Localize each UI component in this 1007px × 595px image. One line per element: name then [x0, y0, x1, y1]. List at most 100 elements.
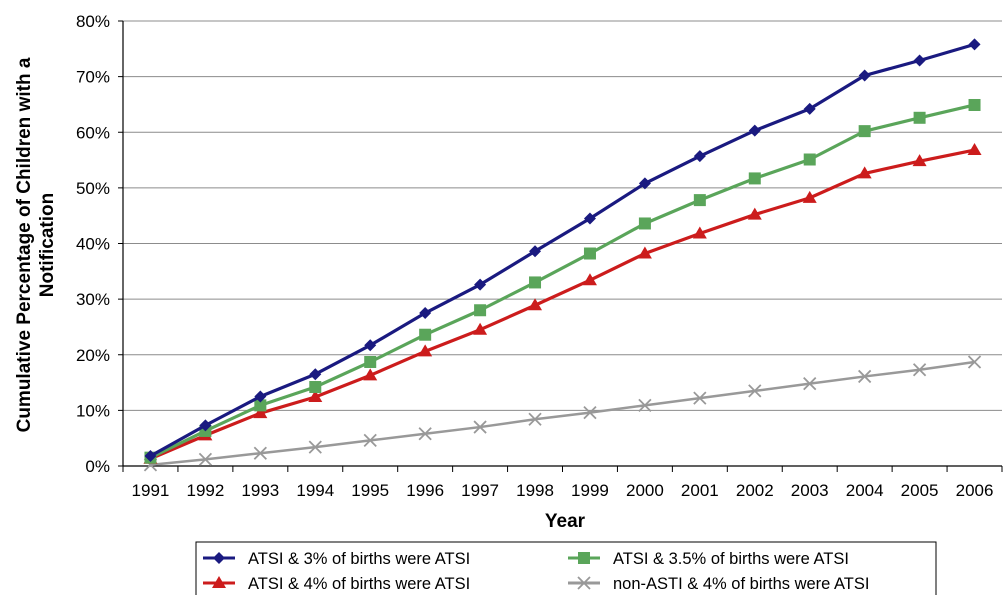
data-point — [254, 399, 267, 412]
data-point — [528, 298, 543, 311]
legend: ATSI & 3% of births were ATSI ATSI & 3.5%… — [195, 541, 937, 595]
data-point — [529, 276, 542, 289]
y-tick-label: 0% — [85, 457, 110, 476]
y-axis-title-line-1: Cumulative Percentage of Children with a — [14, 57, 35, 432]
data-point — [748, 124, 761, 137]
y-tick-labels: 0% 10% 20% 30% 40% 50% 60% 70% 80% — [76, 12, 110, 476]
data-point — [473, 322, 488, 335]
y-tick-label: 40% — [76, 235, 110, 254]
data-point — [747, 207, 762, 220]
data-point — [583, 405, 597, 420]
data-point — [693, 150, 706, 163]
y-axis-title-line-2: Notification — [37, 193, 58, 298]
data-point — [912, 154, 927, 167]
data-point — [419, 328, 432, 341]
x-tick-label: 2001 — [681, 481, 719, 500]
data-point — [803, 153, 816, 166]
legend-label: ATSI & 4% of births were ATSI — [248, 575, 470, 593]
series-line — [150, 360, 975, 467]
data-point — [419, 307, 432, 320]
x-tick-label: 1999 — [571, 481, 609, 500]
data-point — [748, 384, 762, 398]
data-point — [418, 427, 432, 441]
y-tick-label: 10% — [76, 401, 110, 420]
data-point — [474, 304, 487, 317]
data-point — [253, 446, 267, 460]
y-tick-label: 30% — [76, 290, 110, 309]
data-point — [803, 377, 817, 391]
data-point — [528, 412, 542, 426]
data-point — [364, 339, 377, 352]
data-point — [692, 226, 707, 239]
data-point — [363, 433, 377, 448]
data-point — [364, 355, 377, 368]
series-2 — [144, 98, 981, 464]
y-tick-label: 50% — [76, 179, 110, 198]
data-point — [638, 217, 651, 230]
data-point — [913, 111, 926, 124]
data-point — [802, 190, 817, 203]
x-tick-label: 2002 — [736, 481, 774, 500]
series-1 — [144, 38, 981, 462]
y-axis-title: Cumulative Percentage of Children with a… — [14, 57, 58, 432]
x-tick-label: 2004 — [846, 481, 884, 500]
data-point — [363, 368, 378, 381]
data-point — [583, 247, 596, 260]
data-point — [198, 452, 213, 466]
series-line — [149, 42, 975, 458]
series-layer — [143, 38, 982, 472]
data-point — [473, 420, 487, 434]
legend-label: ATSI & 3% of births were ATSI — [248, 550, 470, 568]
data-point — [803, 102, 816, 115]
data-point — [858, 69, 871, 82]
y-tick-label: 20% — [76, 346, 110, 365]
legend-item: ATSI & 4% of births were ATSI — [203, 575, 470, 593]
data-point — [967, 143, 982, 156]
y-tick-label: 80% — [76, 12, 110, 31]
data-point — [968, 38, 981, 51]
legend-item: non-ASTI & 4% of births were ATSI — [568, 575, 869, 593]
data-point — [858, 369, 872, 384]
data-point — [638, 177, 651, 190]
series-4 — [143, 355, 982, 472]
series-line — [149, 148, 975, 461]
axes — [118, 20, 1003, 472]
data-point — [638, 398, 652, 413]
data-point — [254, 390, 267, 403]
data-point — [693, 194, 706, 207]
x-tick-label: 2000 — [626, 481, 664, 500]
x-tick-label: 1998 — [516, 481, 554, 500]
x-tick-label: 1992 — [186, 481, 224, 500]
data-point — [308, 390, 323, 403]
x-tick-label: 1994 — [296, 481, 334, 500]
data-point — [968, 98, 981, 111]
legend-label: ATSI & 3.5% of births were ATSI — [613, 550, 849, 568]
x-tick-label: 2006 — [956, 481, 994, 500]
grid-lines — [123, 20, 1002, 411]
x-tick-label: 1997 — [461, 481, 499, 500]
x-tick-label: 1996 — [406, 481, 444, 500]
x-tick-label: 2005 — [901, 481, 939, 500]
data-point — [418, 344, 433, 357]
data-point — [637, 246, 652, 259]
data-point — [912, 363, 927, 377]
data-point — [199, 419, 212, 432]
data-point — [583, 212, 596, 225]
data-point — [253, 406, 268, 419]
y-tick-label: 70% — [76, 68, 110, 87]
legend-item: ATSI & 3.5% of births were ATSI — [568, 550, 849, 568]
data-point — [967, 355, 982, 369]
legend-marker — [213, 552, 225, 564]
data-point — [474, 278, 487, 291]
legend-item: ATSI & 3% of births were ATSI — [203, 550, 470, 568]
x-tick-label: 1993 — [241, 481, 279, 500]
x-tick-labels: 1991 1992 1993 1994 1995 1996 1997 1998 1999 2000… — [132, 481, 994, 500]
legend-label: non-ASTI & 4% of births were ATSI — [613, 575, 869, 593]
x-tick-label: 1991 — [132, 481, 170, 500]
y-tick-label: 60% — [76, 123, 110, 142]
legend-marker — [578, 552, 590, 564]
data-point — [529, 245, 542, 258]
data-point — [857, 166, 872, 179]
series-line — [149, 103, 975, 460]
